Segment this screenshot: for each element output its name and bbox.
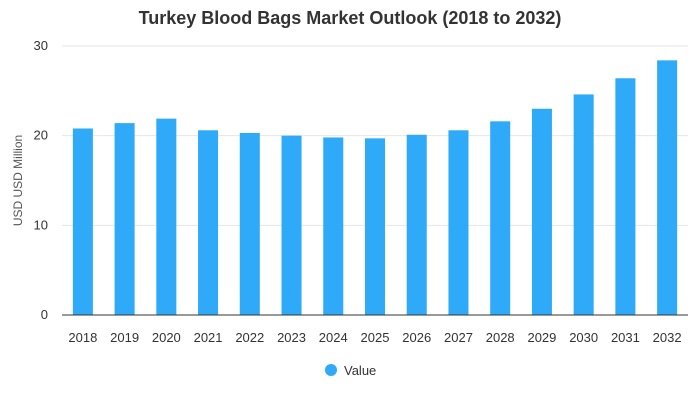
y-tick-label: 0 [41,307,48,322]
bar-2030[interactable] [573,94,594,315]
x-tick-label: 2022 [235,330,264,345]
bar-2022[interactable] [239,132,260,315]
x-tick-label: 2021 [194,330,223,345]
bar-2029[interactable] [531,108,552,316]
y-tick-label: 30 [34,38,48,53]
y-tick-labels: 0 10 20 30 [34,38,48,322]
x-tick-label: 2031 [611,330,640,345]
bar-2026[interactable] [406,134,427,315]
x-tick-label: 2020 [152,330,181,345]
x-tick-label: 2018 [68,330,97,345]
x-tick-label: 2024 [319,330,348,345]
x-tick-label: 2029 [527,330,556,345]
bar-2025[interactable] [364,138,386,315]
legend-label: Value [344,363,376,378]
x-tick-label: 2027 [444,330,473,345]
chart-title: Turkey Blood Bags Market Outlook (2018 t… [138,8,562,28]
bar-2021[interactable] [198,130,219,315]
bar-2027[interactable] [448,130,469,315]
x-tick-label: 2028 [486,330,515,345]
x-tick-label: 2023 [277,330,306,345]
bar-2028[interactable] [490,121,511,315]
x-tick-label: 2026 [402,330,431,345]
bar-2032[interactable] [657,60,678,316]
bars [72,60,678,316]
y-tick-label: 20 [34,128,48,143]
x-tick-label: 2025 [361,330,390,345]
x-tick-label: 2030 [569,330,598,345]
bar-2020[interactable] [156,118,177,315]
legend-swatch [325,364,337,376]
x-tick-labels: 2018 2019 2020 2021 2022 2023 2024 2025 2026 2027… [68,330,681,345]
bar-2024[interactable] [323,137,344,315]
bar-2018[interactable] [72,128,93,315]
x-tick-label: 2032 [653,330,682,345]
y-tick-label: 10 [34,217,48,232]
bar-2019[interactable] [114,123,135,315]
x-tick-label: 2019 [110,330,139,345]
bar-2031[interactable] [615,78,636,315]
bar-2023[interactable] [281,135,302,315]
legend[interactable]: Value [325,363,376,378]
y-axis-title: USD USD Million [11,135,25,226]
